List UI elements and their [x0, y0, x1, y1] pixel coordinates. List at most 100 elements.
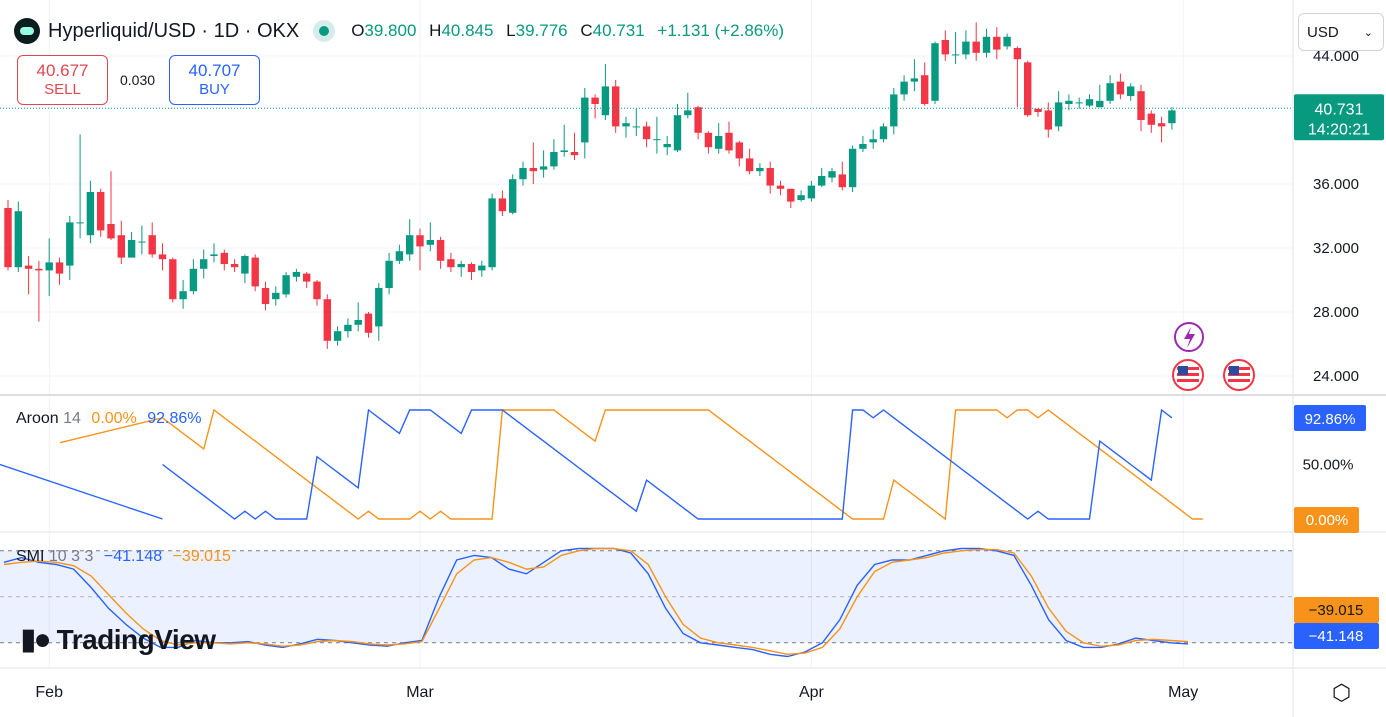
candle-body — [117, 235, 125, 258]
smi-legend[interactable]: SMI 10 3 3 −41.148 −39.015 — [16, 548, 231, 566]
candle-body — [1137, 91, 1145, 120]
candle-body — [910, 78, 919, 82]
price-tick-label: 24.000 — [1313, 368, 1359, 385]
low-value: 39.776 — [515, 21, 568, 40]
smi-band — [0, 550, 1293, 643]
smi-signal-tag-label: −39.015 — [1309, 602, 1364, 619]
aroon-down-line — [0, 463, 163, 520]
candle-body — [766, 168, 774, 186]
candle-body — [704, 132, 713, 148]
us-flag-event-icon[interactable] — [1223, 359, 1255, 391]
candle-body — [879, 126, 888, 140]
candle-body — [498, 198, 507, 212]
smi-signal-value: −39.015 — [172, 548, 231, 565]
smi-value: −41.148 — [103, 548, 163, 565]
candle-body — [931, 43, 939, 101]
candle-body — [776, 185, 785, 189]
aroon-tick-label: 50.00% — [1303, 457, 1354, 474]
candle-body — [127, 240, 136, 258]
event-markers[interactable] — [1172, 322, 1255, 391]
candle-body — [993, 36, 1001, 50]
settings-gear-icon[interactable]: ⬡ — [1332, 680, 1352, 705]
candle-body — [828, 171, 836, 178]
candle-body — [447, 259, 455, 268]
candle-body — [158, 254, 167, 260]
candle-body — [1096, 100, 1104, 108]
smi-pane — [0, 547, 1293, 658]
candle-body — [570, 152, 579, 156]
candle-body — [735, 142, 743, 159]
ohlc-values: O39.800 H40.845 L39.776 C40.731 +1.131 (… — [351, 21, 785, 40]
buy-button[interactable]: 40.707 BUY — [169, 55, 260, 105]
close-value: 40.731 — [592, 21, 645, 40]
candle-body — [1168, 110, 1176, 124]
candle-body — [818, 176, 826, 186]
candle-body — [869, 139, 877, 143]
price-tick-label: 32.000 — [1313, 240, 1359, 257]
candle-body — [787, 188, 795, 202]
buy-price: 40.707 — [188, 61, 241, 80]
candle-body — [632, 126, 640, 128]
candle-body — [86, 192, 95, 236]
candle-body — [55, 262, 64, 274]
candle-body — [560, 150, 568, 152]
candle-body — [1147, 113, 1155, 125]
candle-body — [622, 123, 630, 127]
aroon-down-value: 92.86% — [147, 410, 202, 427]
candle-body — [951, 54, 960, 56]
candle-body — [251, 257, 259, 287]
candle-body — [591, 97, 599, 104]
candle-body — [406, 235, 414, 255]
candles — [0, 22, 1293, 349]
aroon-up-line — [162, 408, 1203, 521]
candle-countdown: 14:20:21 — [1308, 121, 1370, 138]
candle-body — [529, 168, 537, 172]
candle-body — [436, 240, 445, 261]
candle-body — [4, 208, 12, 268]
candle-body — [859, 144, 867, 149]
lightning-event-icon[interactable] — [1174, 322, 1204, 352]
candle-body — [1116, 81, 1125, 95]
spread-value: 0.030 — [120, 72, 156, 88]
candle-body — [303, 273, 311, 282]
aroon-length: 14 — [63, 410, 81, 427]
candle-body — [962, 41, 970, 55]
candle-body — [24, 265, 33, 269]
price-tick-label: 44.000 — [1313, 48, 1359, 65]
smi-name: SMI — [16, 548, 45, 565]
smi-tag — [1294, 623, 1379, 649]
tradingview-logo[interactable]: ▮● TradingView — [20, 622, 216, 657]
candle-body — [900, 81, 908, 95]
candle-body — [1034, 108, 1042, 112]
candle-body — [756, 168, 764, 172]
change-value: +1.131 (+2.86%) — [657, 21, 785, 40]
candle-body — [426, 240, 434, 245]
candle-body — [1085, 99, 1094, 106]
us-flag-event-icon[interactable] — [1172, 359, 1204, 391]
candle-body — [848, 148, 857, 188]
candle-body — [416, 235, 424, 247]
candle-body — [478, 265, 486, 271]
last-price-tag — [1294, 94, 1384, 141]
symbol-title[interactable]: Hyperliquid/USD · 1D · OKX — [48, 19, 300, 42]
sell-button[interactable]: 40.677 SELL — [17, 55, 108, 105]
candle-body — [14, 211, 22, 268]
candle-body — [797, 195, 805, 200]
open-value: 39.800 — [364, 21, 417, 40]
candle-body — [1003, 36, 1011, 47]
candle-body — [179, 291, 187, 300]
candle-body — [230, 264, 239, 268]
candle-body — [241, 256, 249, 274]
buy-label: BUY — [199, 81, 230, 98]
market-status-icon[interactable] — [313, 20, 336, 42]
candle-body — [1075, 102, 1083, 104]
candle-body — [488, 198, 496, 268]
currency-select[interactable]: USD ⌄ — [1298, 13, 1384, 51]
brand-name: TradingView — [56, 623, 216, 655]
candle-body — [550, 152, 558, 167]
aroon-legend[interactable]: Aroon 14 0.00% 92.86% — [16, 410, 202, 428]
candle-body — [838, 174, 846, 188]
candle-body — [1106, 83, 1114, 101]
